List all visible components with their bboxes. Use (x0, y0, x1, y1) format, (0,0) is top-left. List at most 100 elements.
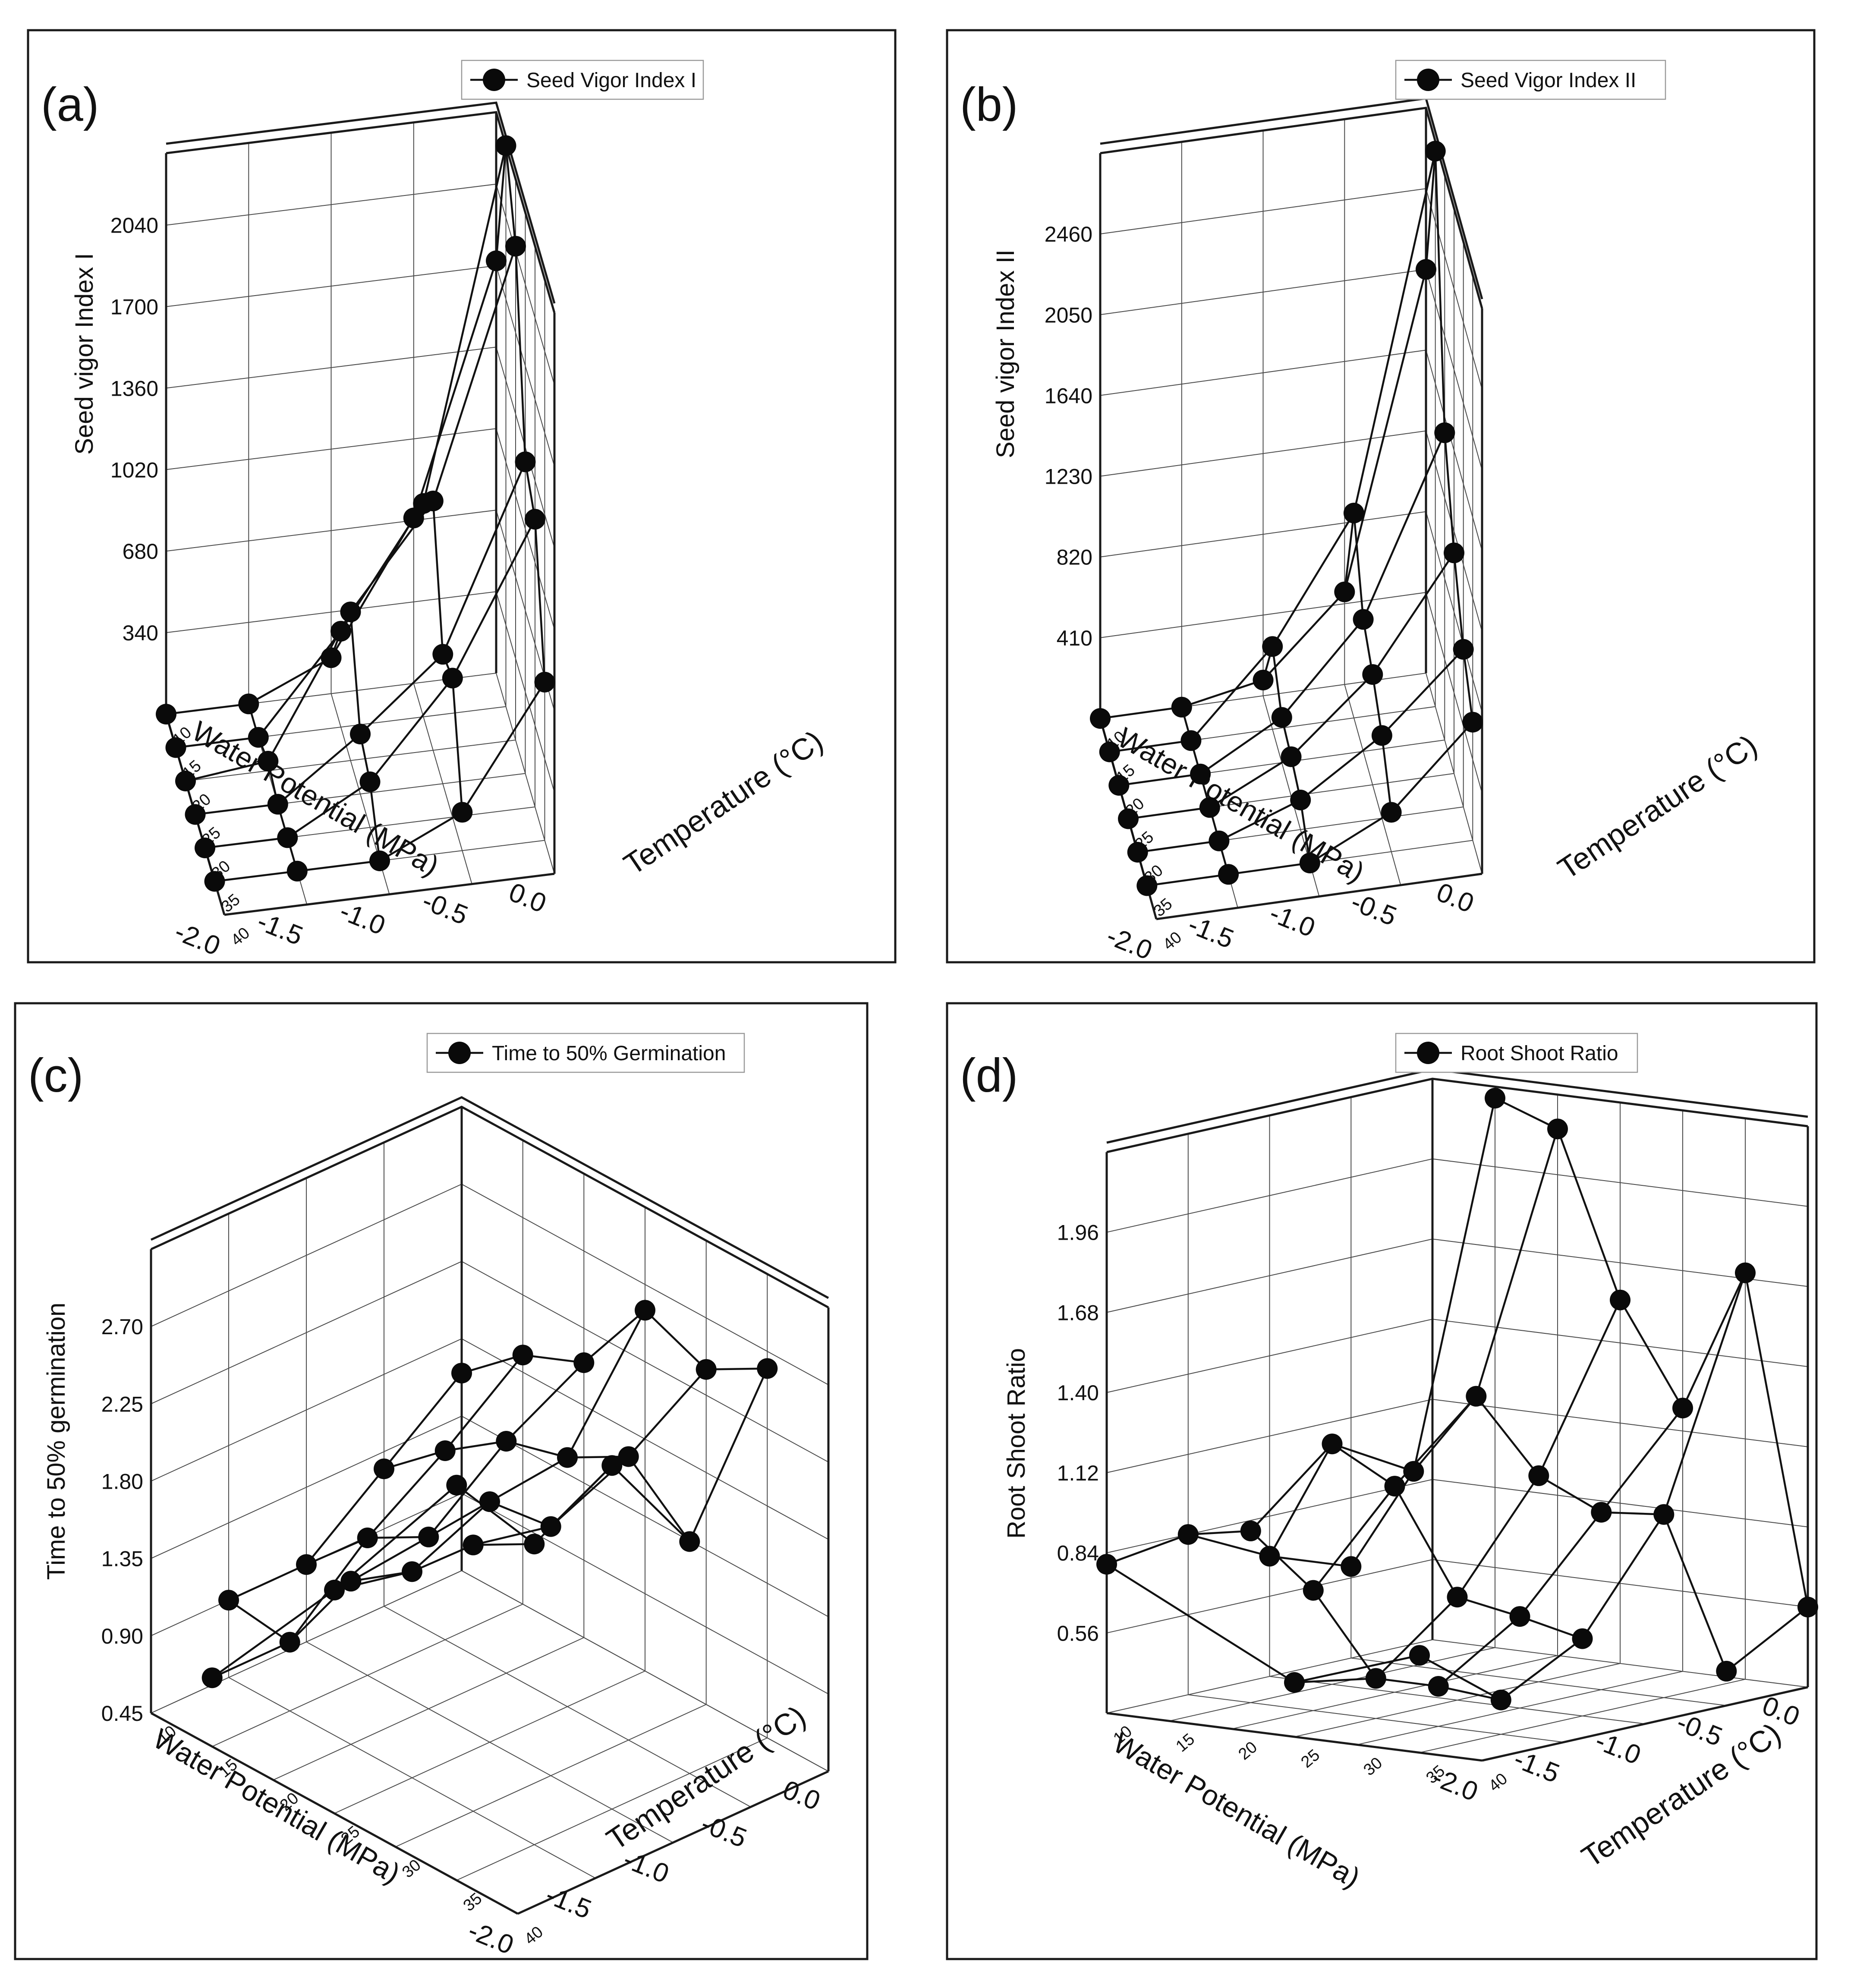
data-point (185, 804, 206, 825)
data-point (463, 1534, 484, 1556)
data-point (321, 647, 342, 668)
z-tick-label: 2040 (110, 214, 158, 238)
panel-label: (c) (28, 1049, 83, 1102)
series-line-temperature (1250, 1098, 1496, 1532)
series-lines (1106, 1097, 1809, 1701)
data-points (201, 1300, 778, 1688)
box-edge (150, 1712, 519, 1915)
data-point (1735, 1262, 1756, 1283)
data-points (156, 135, 555, 892)
data-point (1434, 422, 1455, 443)
z-tick-label: 1640 (1045, 384, 1092, 408)
z-tick-label: 1.80 (101, 1470, 143, 1494)
legend: Seed Vigor Index II (1395, 60, 1666, 100)
data-point (418, 1526, 439, 1547)
data-point (486, 250, 507, 271)
data-point (258, 751, 279, 772)
z-tick-label: 0.56 (1057, 1621, 1099, 1645)
data-point (350, 724, 371, 745)
data-point (534, 671, 555, 693)
z-tick-label: 1230 (1045, 465, 1092, 489)
panel-frame (946, 29, 1816, 964)
data-point (524, 1534, 545, 1555)
data-point (1453, 639, 1474, 660)
series-line-water-potential (1425, 151, 1474, 722)
data-point (279, 1632, 300, 1653)
z-tick-label: 340 (123, 621, 158, 645)
data-point (1284, 1672, 1305, 1693)
data-point (446, 1474, 467, 1496)
panel-label: (d) (960, 1049, 1018, 1102)
floor-grid-line (456, 1737, 768, 1881)
data-point (340, 602, 361, 623)
legend-label: Time to 50% Germination (492, 1042, 726, 1065)
floor-grid-line (185, 740, 516, 781)
box-top-rim (166, 101, 556, 304)
data-point (403, 507, 424, 529)
data-point (1610, 1289, 1630, 1310)
data-point (696, 1359, 717, 1380)
data-point (452, 802, 473, 823)
data-point (286, 860, 308, 882)
data-point (218, 1590, 239, 1611)
data-point (1240, 1520, 1261, 1541)
series-line-water-potential (306, 1465, 613, 1566)
panel-a: 34068010201360170020400.0-0.5-1.0-1.5-2.… (27, 29, 897, 964)
data-point (165, 737, 186, 758)
series-line-water-potential (1269, 1442, 1583, 1640)
data-point (1428, 1676, 1449, 1697)
data-point (1099, 741, 1120, 762)
box-edge (224, 873, 555, 916)
series-line-water-potential (1188, 1530, 1501, 1701)
series-line-temperature (1106, 1533, 1351, 1568)
data-point (496, 1431, 517, 1452)
floor-grid-line (1419, 1679, 1746, 1753)
data-point (1322, 1433, 1343, 1455)
data-point (1466, 1386, 1487, 1407)
panel-frame (14, 1002, 869, 1960)
data-point (195, 838, 215, 858)
z-tick-label: 0.84 (1057, 1541, 1099, 1566)
data-point (175, 771, 196, 791)
data-points (1096, 1087, 1818, 1710)
z-tick-label: 1020 (110, 458, 158, 482)
floor-grid-line (1169, 1647, 1495, 1722)
floor-grid-line (1357, 1671, 1683, 1745)
data-point (1416, 259, 1436, 280)
data-point (557, 1447, 578, 1468)
series-line-temperature (473, 1369, 707, 1546)
series-line-water-potential (384, 1440, 691, 1542)
data-point (238, 693, 259, 715)
data-point (1365, 1668, 1386, 1689)
data-point (1281, 746, 1302, 767)
data-point (1403, 1461, 1424, 1482)
box-edge (1106, 1712, 1483, 1762)
data-point (525, 509, 545, 530)
z-tick-label: 1.40 (1057, 1381, 1099, 1405)
legend-marker (1417, 1042, 1439, 1064)
data-point (1797, 1597, 1818, 1618)
data-point (1591, 1502, 1612, 1523)
data-point (434, 1440, 456, 1461)
data-point (442, 668, 463, 689)
z-tick-label: 1.12 (1057, 1461, 1099, 1485)
floor-grid-line (273, 1637, 584, 1780)
panel-label: (a) (41, 78, 99, 131)
data-point (479, 1491, 500, 1512)
data-point (1303, 1580, 1324, 1601)
z-tick-label: 1.35 (101, 1547, 143, 1571)
data-point (331, 621, 351, 642)
legend-marker (448, 1042, 471, 1064)
floor-grid-line (395, 1704, 707, 1847)
data-point (505, 236, 526, 257)
data-point (1127, 842, 1148, 863)
data-point (495, 135, 516, 156)
data-point (1262, 636, 1283, 657)
data-point (422, 491, 444, 511)
data-point (1180, 730, 1202, 751)
data-point (1447, 1587, 1468, 1608)
data-point (1425, 141, 1446, 162)
legend-label: Seed Vigor Index II (1461, 69, 1636, 92)
series-line-temperature (1313, 1128, 1559, 1591)
